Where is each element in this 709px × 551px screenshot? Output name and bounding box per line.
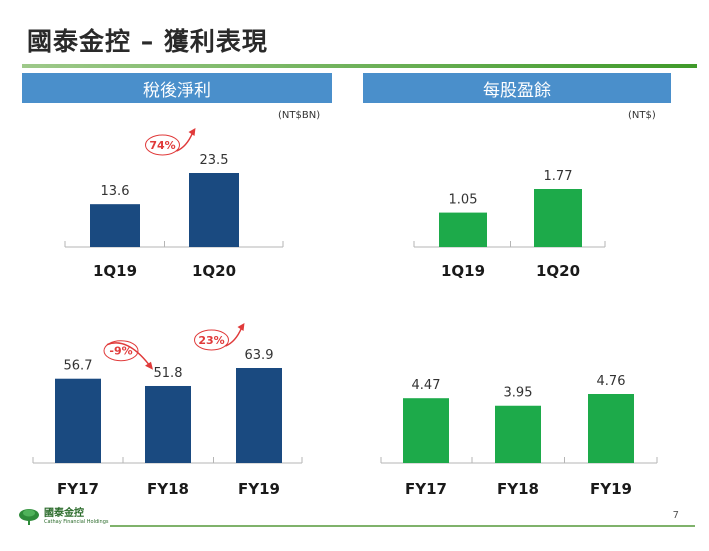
value-label-fy19: 63.9 — [245, 348, 274, 363]
page-title: 國泰金控 – 獲利表現 — [27, 27, 268, 56]
bar-1q19 — [90, 204, 140, 247]
growth-arrow-head — [188, 128, 196, 136]
value-label-1q20: 23.5 — [200, 153, 229, 168]
growth-annotation: 74% — [145, 128, 196, 156]
category-label-fy17: FY17 — [405, 480, 447, 498]
bar-fy17 — [55, 378, 101, 463]
page-number: 7 — [672, 510, 679, 521]
bar-1q19 — [439, 212, 487, 247]
growth-label: 74% — [149, 139, 175, 152]
footer-divider — [110, 525, 695, 527]
logo-english-name: Cathay Financial Holdings — [44, 519, 109, 525]
growth-oval — [145, 134, 180, 156]
value-label-1q19: 13.6 — [101, 184, 130, 199]
growth-arrow — [225, 327, 243, 347]
growth-oval — [103, 340, 139, 362]
value-label-fy17: 56.7 — [64, 359, 93, 374]
value-label-1q19: 1.05 — [449, 193, 478, 208]
category-label-1q19: 1Q19 — [93, 262, 137, 280]
bar-1q20 — [534, 189, 582, 247]
growth-arrow-head — [145, 361, 153, 370]
net-income-header: 稅後淨利 — [22, 73, 332, 103]
category-label-fy18: FY18 — [497, 480, 539, 498]
growth-label: -9% — [109, 345, 132, 358]
bar-1q20 — [189, 173, 239, 247]
growth-annotation: 23% — [194, 323, 245, 351]
value-label-fy18: 51.8 — [154, 366, 183, 381]
value-label-fy18: 3.95 — [504, 386, 533, 401]
growth-annotation: -9% — [103, 340, 153, 370]
company-logo: 國泰金控 Cathay Financial Holdings — [18, 508, 109, 526]
bar-fy17 — [403, 398, 449, 463]
growth-arrow — [176, 132, 194, 152]
category-label-1q20: 1Q20 — [536, 262, 580, 280]
category-label-fy18: FY18 — [147, 480, 189, 498]
net-income-unit: (NT$BN) — [278, 110, 321, 121]
category-label-fy19: FY19 — [238, 480, 280, 498]
growth-arrow-head — [237, 323, 245, 331]
category-label-1q19: 1Q19 — [441, 262, 485, 280]
growth-arrow — [106, 342, 150, 366]
title-divider — [22, 64, 697, 68]
value-label-fy17: 4.47 — [412, 378, 441, 393]
growth-label: 23% — [198, 334, 224, 347]
bar-fy18 — [145, 385, 191, 463]
category-label-1q20: 1Q20 — [192, 262, 236, 280]
tree-logo-icon — [19, 509, 39, 525]
category-label-fy17: FY17 — [57, 480, 99, 498]
growth-oval — [194, 329, 229, 351]
eps-header: 每股盈餘 — [363, 73, 671, 103]
bar-fy19 — [236, 368, 282, 463]
bar-fy18 — [495, 405, 541, 463]
value-label-1q20: 1.77 — [544, 169, 573, 184]
logo-chinese-name: 國泰金控 — [44, 508, 84, 519]
value-label-fy19: 4.76 — [597, 374, 626, 389]
eps-unit: (NT$) — [628, 110, 656, 121]
bar-fy19 — [588, 394, 634, 463]
category-label-fy19: FY19 — [590, 480, 632, 498]
